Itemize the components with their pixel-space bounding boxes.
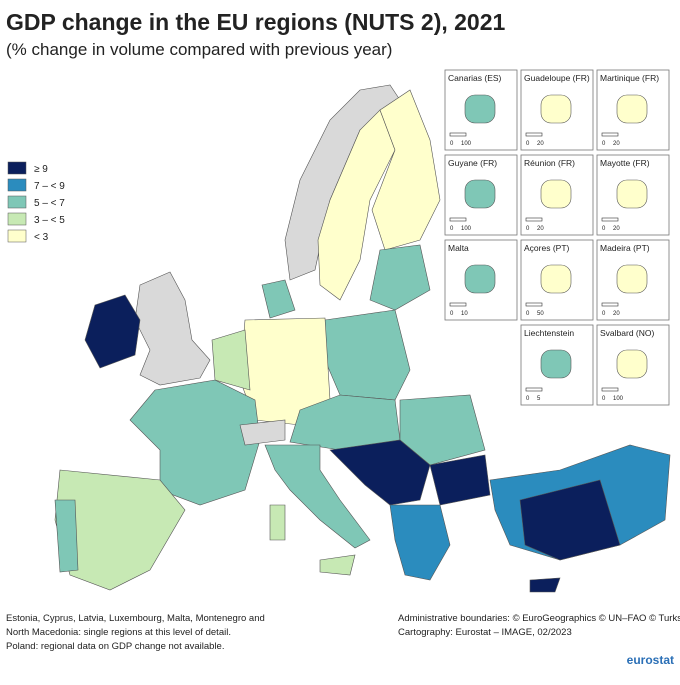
legend-label: ≥ 9: [34, 164, 48, 175]
scale-label: 0: [526, 141, 530, 147]
scale-label: 0: [450, 141, 454, 147]
scale-label: 20: [537, 226, 544, 232]
legend-swatch: [7, 212, 27, 226]
region-romania: [399, 394, 486, 466]
scale-label: 0: [450, 311, 454, 317]
legend-label: < 3: [34, 232, 49, 243]
logo: eurostat: [627, 653, 674, 667]
inset-land: [540, 349, 572, 379]
inset-land: [540, 179, 572, 209]
inset-land: [464, 94, 496, 124]
inset-label: Açores (PT): [524, 243, 570, 253]
scale-label: 10: [461, 311, 468, 317]
scale-label: 20: [613, 226, 620, 232]
region-baltics: [369, 244, 431, 311]
region-portugal: [54, 499, 79, 573]
region-denmark: [261, 279, 296, 319]
note-left: Estonia, Cyprus, Latvia, Luxembourg, Mal…: [6, 613, 265, 624]
scale-label: 0: [602, 141, 606, 147]
scale-bar: [601, 217, 619, 222]
scale-label: 100: [613, 396, 624, 402]
legend-label: 3 – < 5: [34, 215, 65, 226]
inset-label: Liechtenstein: [524, 328, 574, 338]
inset-label: Svalbard (NO): [600, 328, 654, 338]
note-right: Administrative boundaries: © EuroGeograp…: [398, 613, 680, 624]
inset-land: [616, 94, 648, 124]
region-bulgaria: [429, 454, 491, 506]
legend-label: 5 – < 7: [34, 198, 65, 209]
inset-label: Guadeloupe (FR): [524, 73, 590, 83]
legend-swatch: [7, 161, 27, 175]
title: GDP change in the EU regions (NUTS 2), 2…: [6, 9, 506, 35]
scale-label: 0: [602, 226, 606, 232]
inset-land: [540, 94, 572, 124]
region-sicily: [319, 554, 356, 576]
scale-bar: [449, 132, 467, 137]
scale-bar: [525, 387, 543, 392]
scale-label: 0: [526, 226, 530, 232]
scale-label: 5: [537, 396, 541, 402]
inset-land: [464, 179, 496, 209]
scale-bar: [449, 302, 467, 307]
scale-label: 0: [602, 311, 606, 317]
inset-label: Mayotte (FR): [600, 158, 650, 168]
scale-bar: [601, 302, 619, 307]
scale-label: 0: [526, 311, 530, 317]
inset-label: Guyane (FR): [448, 158, 497, 168]
inset-label: Réunion (FR): [524, 158, 575, 168]
scale-label: 50: [537, 311, 544, 317]
land-switzerland: [239, 419, 286, 446]
region-greece: [389, 504, 451, 581]
region-france: [129, 379, 261, 506]
scale-bar: [525, 217, 543, 222]
region-turkey-south: [519, 479, 621, 561]
scale-label: 20: [613, 141, 620, 147]
region-sweden: [317, 109, 396, 301]
legend: ≥ 9 7 – < 9 5 – < 7 3 – < 5 < 3: [7, 161, 65, 243]
note-right: Cartography: Eurostat – IMAGE, 02/2023: [398, 627, 572, 638]
inset-label: Madeira (PT): [600, 243, 650, 253]
land-uk: [134, 271, 211, 386]
legend-label: 7 – < 9: [34, 181, 65, 192]
scale-label: 100: [461, 141, 472, 147]
note-left: North Macedonia: single regions at this …: [6, 627, 231, 638]
region-benelux: [211, 329, 251, 391]
scale-label: 0: [450, 226, 454, 232]
scale-bar: [601, 387, 619, 392]
region-poland: [324, 309, 411, 401]
inset-land: [616, 179, 648, 209]
scale-bar: [449, 217, 467, 222]
legend-swatch: [7, 229, 27, 243]
inset-label: Malta: [448, 243, 469, 253]
scale-bar: [525, 302, 543, 307]
region-italy: [264, 444, 371, 549]
notes: Estonia, Cyprus, Latvia, Luxembourg, Mal…: [6, 613, 680, 652]
scale-label: 20: [537, 141, 544, 147]
note-left: Poland: regional data on GDP change not …: [6, 641, 224, 652]
inset-land: [616, 349, 648, 379]
scale-label: 0: [526, 396, 530, 402]
scale-label: 20: [613, 311, 620, 317]
legend-swatch: [7, 178, 27, 192]
region-finland: [371, 89, 441, 251]
region-cyprus: [529, 577, 561, 593]
region-croatia: [329, 439, 431, 506]
subtitle: (% change in volume compared with previo…: [6, 40, 392, 59]
inset-label: Martinique (FR): [600, 73, 659, 83]
inset-land: [464, 264, 496, 294]
scale-label: 0: [602, 396, 606, 402]
scale-bar: [525, 132, 543, 137]
region-ireland: [84, 294, 141, 369]
legend-swatch: [7, 195, 27, 209]
inset-land: [616, 264, 648, 294]
scale-label: 100: [461, 226, 472, 232]
inset-land: [540, 264, 572, 294]
inset-label: Canarias (ES): [448, 73, 502, 83]
region-sardinia: [269, 504, 286, 541]
scale-bar: [601, 132, 619, 137]
